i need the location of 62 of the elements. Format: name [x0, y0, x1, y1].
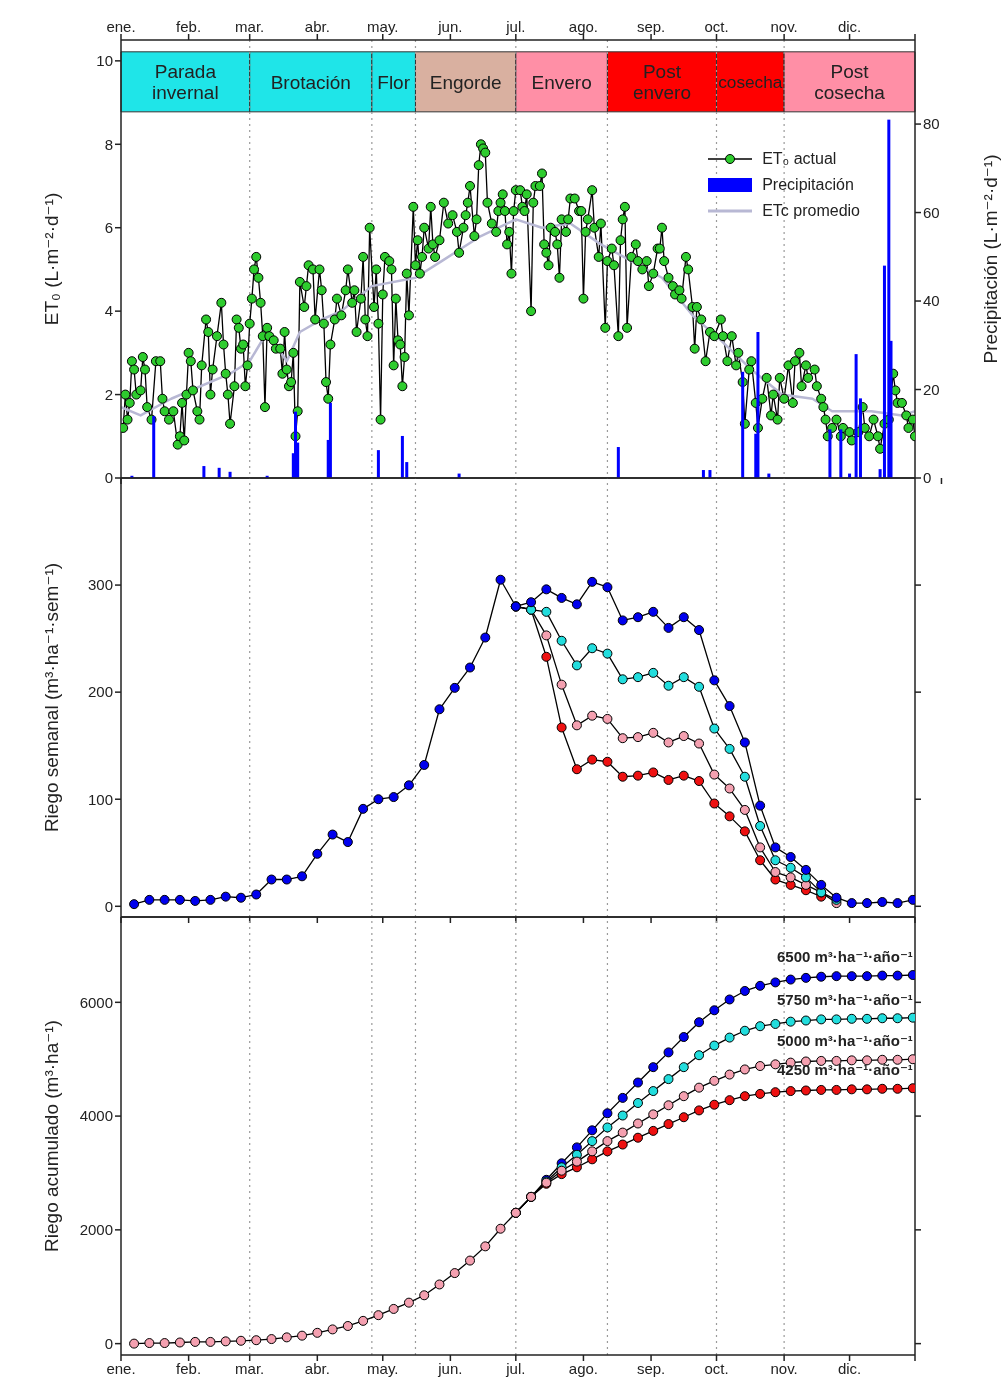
x-tick-label: ene.	[106, 18, 136, 35]
x-tick-label: ene.	[106, 1359, 136, 1377]
x-tick-label: abr.	[304, 1359, 330, 1377]
x-tick-label: nov.	[770, 1359, 798, 1377]
y2-axis-title: Precipitación (L·m⁻²·d⁻¹)	[979, 154, 1001, 364]
y-tick-label: 2	[104, 385, 113, 403]
x-tick-label: mar.	[235, 1359, 265, 1377]
y2-tick-label: 60	[923, 203, 940, 221]
x-tick-label: mar.	[235, 18, 265, 35]
y-tick-label: 2000	[79, 1221, 113, 1239]
x-tick-label: nov.	[770, 18, 798, 35]
y-axis-title: Riego semanal (m³·ha⁻¹·sem⁻¹)	[40, 562, 62, 833]
y-tick-label: 100	[87, 790, 113, 808]
band-label: Post envero	[632, 60, 692, 103]
band-label: Parada invernal	[152, 60, 219, 103]
y2-tick-label: 0	[923, 469, 932, 487]
x-tick-label: jun.	[437, 1359, 463, 1377]
band-label: Post cosecha	[814, 60, 886, 103]
y-axis-title: ET₀ (L·m⁻²·d⁻¹)	[40, 192, 62, 326]
x-tick-label: jul.	[505, 1359, 526, 1377]
y-axis-title: Riego acumulado (m³·ha⁻¹)	[40, 1020, 62, 1252]
y-tick-label: 4000	[79, 1107, 113, 1125]
x-tick-label: dic.	[837, 18, 862, 35]
band-label: Envero	[531, 71, 592, 93]
y-tick-label: 0	[104, 897, 113, 915]
x-tick-label: sep.	[636, 18, 666, 35]
x-tick-label: abr.	[304, 18, 330, 35]
y-tick-label: 4	[104, 302, 113, 320]
x-tick-label: feb.	[176, 18, 202, 35]
y-tick-label: 8	[104, 135, 113, 153]
y-tick-label: 0	[104, 469, 113, 487]
series-label: 5750 m³·ha⁻¹·año⁻¹	[776, 990, 913, 1008]
band-label: Engorde	[429, 71, 502, 93]
y-tick-label: 200	[87, 683, 113, 701]
legend-label: Precipitación	[762, 176, 854, 194]
y-tick-label: 6000	[79, 993, 113, 1011]
x-tick-label: may.	[367, 18, 399, 35]
band-label: Flor	[377, 71, 411, 93]
y2-tick-label: 80	[923, 115, 940, 133]
x-tick-label: ago.	[568, 1359, 599, 1377]
series-label: 5000 m³·ha⁻¹·año⁻¹	[776, 1032, 913, 1050]
band-label: Brotación	[270, 71, 351, 93]
y2-tick-label: 20	[923, 380, 940, 398]
series-label: 6500 m³·ha⁻¹·año⁻¹	[776, 948, 913, 966]
x-tick-label: feb.	[176, 1359, 202, 1377]
band-label: cosecha	[718, 71, 783, 92]
y-tick-label: 300	[87, 576, 113, 594]
x-tick-label: oct.	[704, 18, 729, 35]
y-tick-label: 10	[96, 52, 113, 70]
legend-label: ETc promedio	[762, 202, 860, 220]
x-tick-label: dic.	[837, 1359, 862, 1377]
y-tick-label: 0	[104, 1334, 113, 1352]
x-tick-label: sep.	[636, 1359, 666, 1377]
x-tick-label: jun.	[437, 18, 463, 35]
x-tick-label: may.	[367, 1359, 399, 1377]
x-tick-label: jul.	[505, 18, 526, 35]
series-label: 4250 m³·ha⁻¹·año⁻¹	[776, 1061, 913, 1079]
legend-label: ET₀ actual	[762, 150, 837, 168]
y2-tick-label: 40	[923, 292, 940, 310]
y-tick-label: 6	[104, 219, 113, 237]
x-tick-label: oct.	[704, 1359, 729, 1377]
x-tick-label: ago.	[568, 18, 599, 35]
